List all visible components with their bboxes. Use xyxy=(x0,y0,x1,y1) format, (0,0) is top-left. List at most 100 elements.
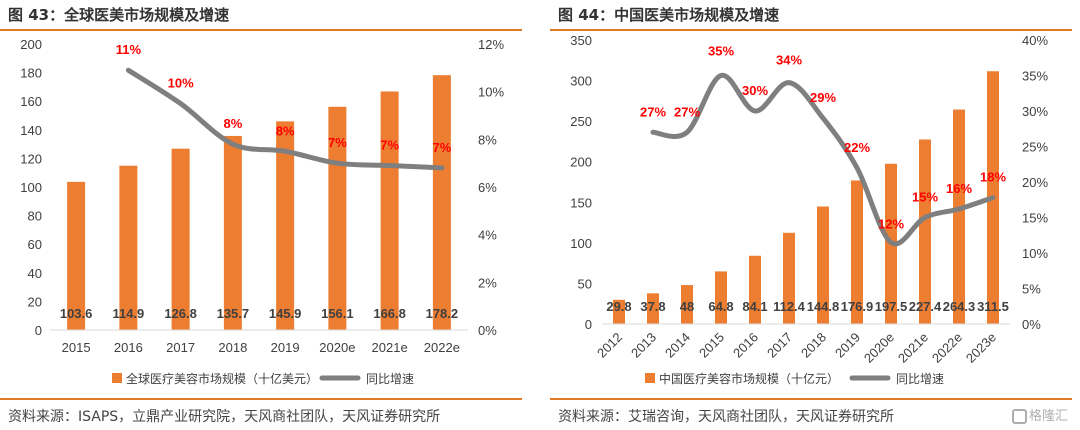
growth-label-2022e: 16% xyxy=(946,181,972,196)
y-left-tick-label: 200 xyxy=(20,37,42,52)
bar-2021e xyxy=(380,91,399,330)
x-category-label: 2022e xyxy=(424,340,460,355)
right-chart-panel: 图 44：中国医美市场规模及增速 0 50 100 150 200 250 300 350 0%… xyxy=(550,0,1080,430)
left-chart-title: 图 43：全球医美市场规模及增速 xyxy=(8,6,230,24)
watermark: 格隆汇 xyxy=(1011,405,1068,424)
x-category-label: 2013 xyxy=(628,330,659,361)
y-right-tick-label: 2% xyxy=(478,275,497,290)
x-category-label: 2020e xyxy=(319,340,355,355)
y-right-tick-label: 6% xyxy=(478,180,497,195)
y-left-tick-label: 100 xyxy=(570,236,592,251)
y-left-tick-label: 160 xyxy=(20,94,42,109)
legend-bar-label: 全球医疗美容市场规模（十亿美元） xyxy=(126,371,318,386)
x-category-label: 2020e xyxy=(861,330,897,366)
growth-label-2016: 11% xyxy=(116,42,142,57)
china-market-chart: 0 50 100 150 200 250 300 350 0% 5% 10% 15% 20% 25% 30%… xyxy=(570,33,1048,386)
right-title-rule xyxy=(550,29,1072,31)
y-left-tick-label: 50 xyxy=(578,276,592,291)
y-right-tick-label: 30% xyxy=(1022,104,1048,119)
left-source-rule xyxy=(0,398,522,400)
y-left-tick-label: 140 xyxy=(20,123,42,138)
x-category-label: 2015 xyxy=(696,330,727,361)
bar-value-label-2015: 64.8 xyxy=(708,299,733,314)
growth-label-2022e: 7% xyxy=(432,140,451,155)
watermark-text: 格隆汇 xyxy=(1028,409,1068,424)
y-right-tick-label: 10% xyxy=(478,85,504,100)
legend-line-label: 同比增速 xyxy=(896,372,944,386)
growth-label-2023e: 18% xyxy=(980,170,1006,185)
y-left-tick-label: 80 xyxy=(28,209,42,224)
bar-2016 xyxy=(749,255,761,324)
legend-bar-swatch xyxy=(645,373,655,383)
x-category-label: 2022e xyxy=(929,330,965,366)
x-category-label: 2018 xyxy=(218,340,247,355)
y-left-tick-label: 0 xyxy=(35,323,42,338)
y-left-tick-label: 350 xyxy=(570,33,592,48)
left-chart-source: 资料来源：ISAPS，立鼎产业研究院，天风商社团队，天风证券研究所 xyxy=(8,409,441,425)
x-category-label: 2012 xyxy=(594,330,625,361)
legend-bar-swatch xyxy=(112,373,122,383)
bar-2018 xyxy=(817,206,829,324)
bar-value-label-2017: 112.4 xyxy=(773,299,806,314)
bar-value-label-2018: 144.8 xyxy=(807,299,840,314)
y-left-tick-label: 0 xyxy=(585,317,592,332)
bar-2017 xyxy=(783,232,795,324)
y-right-tick-label: 35% xyxy=(1022,69,1048,84)
y-right-tick-label: 20% xyxy=(1022,175,1048,190)
bar-value-label-2023e: 311.5 xyxy=(977,299,1009,314)
bar-2013 xyxy=(647,293,659,324)
bar-value-label-2021e: 227.4 xyxy=(909,299,942,314)
bar-2014 xyxy=(681,285,693,324)
growth-label-2014: 27% xyxy=(674,104,700,119)
y-right-tick-label: 25% xyxy=(1022,140,1048,155)
left-title-rule xyxy=(0,29,522,31)
y-right-tick-label: 40% xyxy=(1022,33,1048,48)
y-left-tick-label: 120 xyxy=(20,151,42,166)
y-right-tick-label: 0% xyxy=(1022,317,1041,332)
growth-label-2020e: 12% xyxy=(878,216,904,231)
bar-2019 xyxy=(851,180,863,324)
legend-line-label: 同比增速 xyxy=(366,372,414,386)
growth-label-2013: 27% xyxy=(640,104,666,119)
x-category-label: 2023e xyxy=(963,330,999,366)
x-category-label: 2015 xyxy=(62,340,91,355)
y-right-tick-label: 4% xyxy=(478,228,497,243)
growth-label-2018: 29% xyxy=(810,90,836,105)
y-left-tick-label: 200 xyxy=(570,155,592,170)
bar-value-label-2016: 84.1 xyxy=(742,299,767,314)
y-right-tick-label: 15% xyxy=(1022,211,1048,226)
bar-value-label-2019: 176.9 xyxy=(841,299,874,314)
right-source-rule xyxy=(550,398,1072,400)
bar-value-label-2020e: 156.1 xyxy=(321,306,354,321)
x-category-label: 2021e xyxy=(372,340,408,355)
bar-2022e xyxy=(432,75,451,330)
x-category-label: 2017 xyxy=(166,340,195,355)
bar-value-label-2013: 37.8 xyxy=(640,299,665,314)
growth-label-2021e: 7% xyxy=(380,138,399,153)
y-right-tick-label: 10% xyxy=(1022,246,1048,261)
growth-label-2019: 8% xyxy=(276,123,295,138)
x-category-label: 2016 xyxy=(730,330,761,361)
y-right-tick-label: 0% xyxy=(478,323,497,338)
bar-value-label-2015: 103.6 xyxy=(60,306,93,321)
bar-2019 xyxy=(276,121,295,330)
growth-label-2020e: 7% xyxy=(328,135,347,150)
y-left-tick-label: 20 xyxy=(28,294,42,309)
x-category-label: 2019 xyxy=(832,330,863,361)
bar-value-label-2017: 126.8 xyxy=(164,306,197,321)
x-category-label: 2018 xyxy=(798,330,829,361)
y-left-tick-label: 40 xyxy=(28,266,42,281)
bar-value-label-2016: 114.9 xyxy=(112,306,144,321)
x-category-label: 2019 xyxy=(271,340,300,355)
y-left-tick-label: 150 xyxy=(570,195,592,210)
bar-2017 xyxy=(171,148,190,330)
bar-value-label-2014: 48 xyxy=(680,299,694,314)
left-chart-panel: 图 43：全球医美市场规模及增速 0 20 40 60 80 100 120 140 160 18… xyxy=(0,0,530,430)
bar-2016 xyxy=(119,165,138,330)
x-category-label: 2014 xyxy=(662,330,693,361)
bar-value-label-2012: 29.8 xyxy=(606,299,631,314)
y-right-tick-label: 8% xyxy=(478,132,497,147)
growth-label-2017: 10% xyxy=(168,76,194,91)
legend-bar-label: 中国医疗美容市场规模（十亿元） xyxy=(659,371,839,386)
bar-value-label-2019: 145.9 xyxy=(269,306,302,321)
